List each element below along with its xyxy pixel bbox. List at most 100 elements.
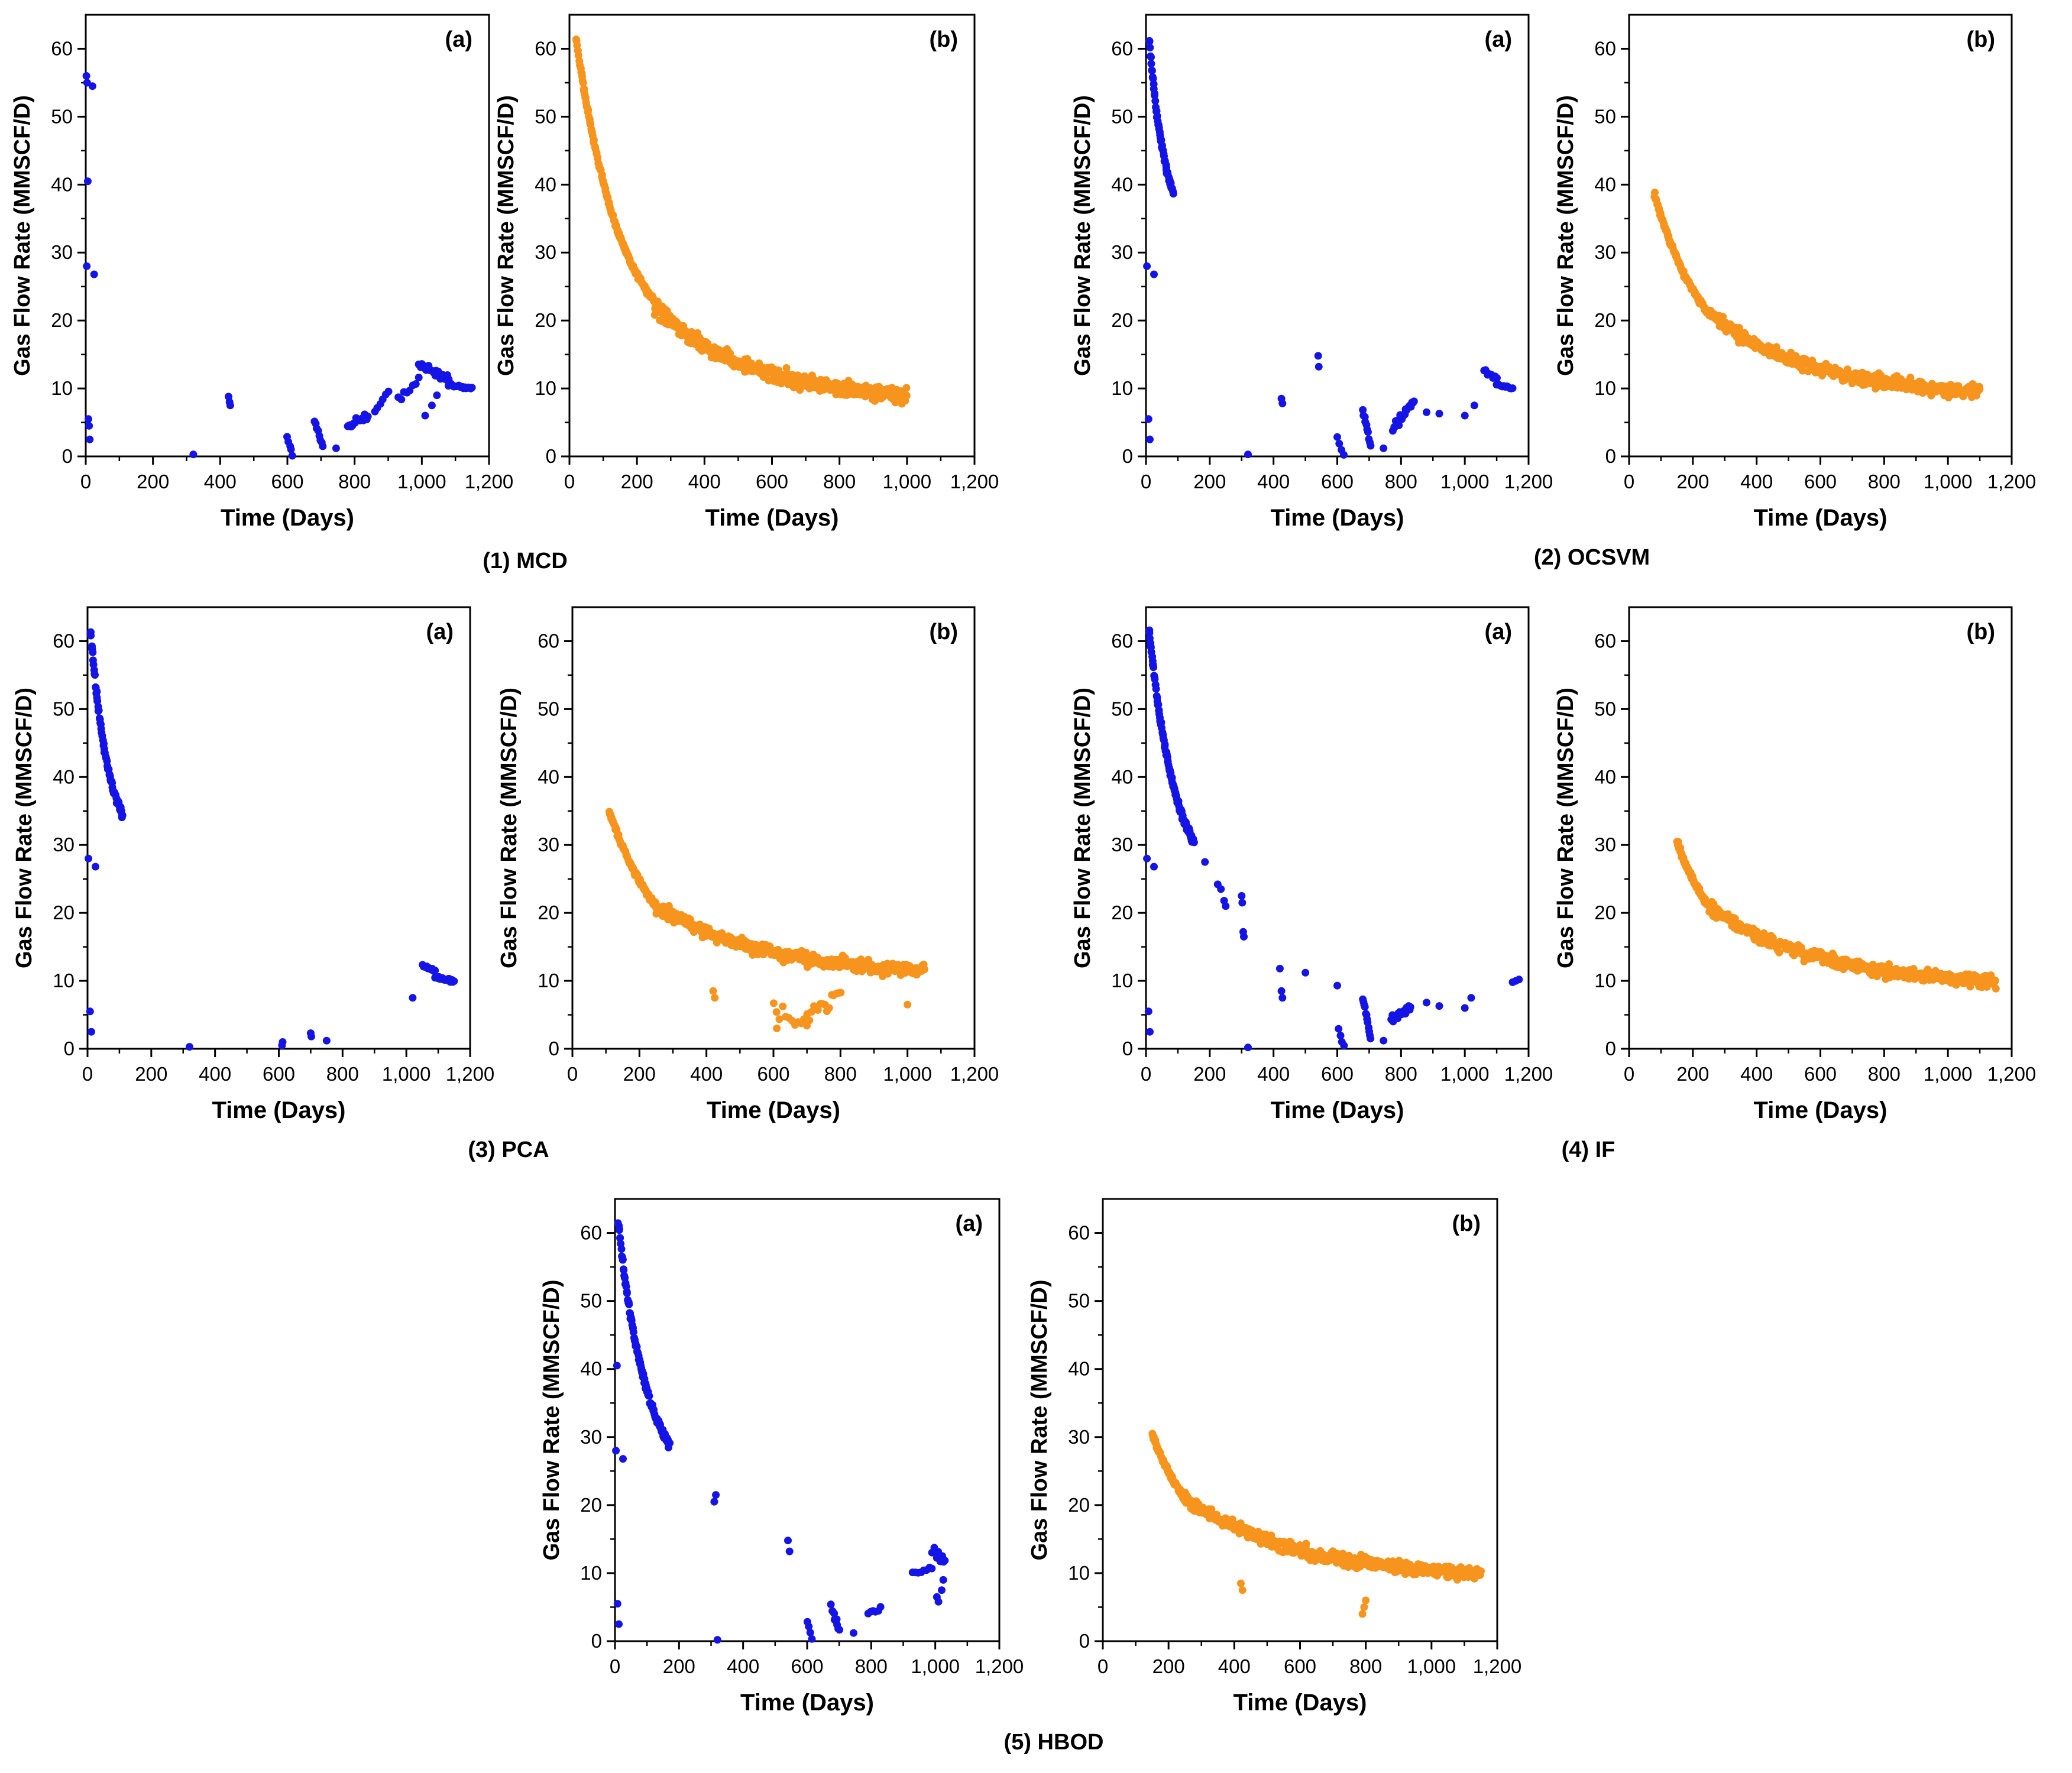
chart-hbod-b-xtick-label: 1,200: [1473, 1655, 1522, 1677]
data-point: [784, 1537, 792, 1545]
data-point: [775, 1015, 784, 1023]
data-point: [779, 1002, 787, 1010]
chart-hbod-b-ylabel: Gas Flow Rate (MMSCF/D): [1027, 1279, 1052, 1560]
data-point: [615, 1620, 623, 1628]
chart-if-a-ylabel: Gas Flow Rate (MMSCF/D): [1070, 688, 1095, 968]
chart-ocsvm-a-xlabel: Time (Days): [1270, 505, 1404, 531]
data-point: [837, 988, 845, 997]
chart-mcd-b-xtick-label: 400: [688, 471, 721, 492]
chart-pca-b-xlabel: Time (Days): [707, 1097, 840, 1123]
chart-if-a-ytick-label: 20: [1111, 902, 1133, 923]
chart-if-b-ytick-label: 30: [1594, 834, 1616, 855]
data-point: [814, 1006, 822, 1014]
data-point: [629, 1328, 637, 1336]
chart-mcd-b-ytick-label: 0: [546, 445, 556, 467]
data-point: [1145, 37, 1154, 46]
chart-mcd-a-xtick-label: 600: [271, 471, 303, 492]
chart-pca-b-xtick-label: 400: [690, 1063, 723, 1085]
chart-hbod-b-xtick-label: 600: [1284, 1655, 1316, 1677]
chart-mcd-a-xtick-label: 400: [204, 471, 237, 492]
data-point: [1147, 60, 1155, 68]
chart-hbod-a-ytick-label: 0: [591, 1630, 602, 1652]
chart-if-a-xtick-label: 0: [1141, 1063, 1151, 1085]
chart-ocsvm-b-points: [1650, 189, 1984, 401]
chart-pca-b-ytick-label: 50: [538, 698, 559, 719]
chart-mcd-b-xtick-label: 200: [621, 471, 653, 492]
chart-hbod-a-panel-label: (a): [956, 1211, 983, 1236]
chart-ocsvm-b-xtick-label: 400: [1740, 471, 1773, 492]
chart-mcd-b-ytick-label: 40: [535, 173, 556, 195]
chart-mcd-a-ytick-label: 20: [51, 309, 73, 331]
data-point: [397, 396, 406, 404]
data-point: [332, 444, 340, 452]
data-point: [593, 153, 601, 161]
chart-hbod-b-ytick-label: 0: [1079, 1630, 1090, 1652]
data-point: [1362, 1596, 1370, 1605]
chart-ocsvm-b-ytick-label: 20: [1594, 309, 1616, 331]
data-point: [619, 1455, 627, 1463]
chart-hbod-b-panel-label: (b): [1452, 1211, 1481, 1236]
data-point: [82, 72, 90, 80]
chart-mcd-b-ytick-label: 60: [535, 37, 556, 59]
data-point: [1277, 987, 1286, 995]
data-point: [83, 262, 91, 270]
chart-if-a-ytick-label: 30: [1111, 834, 1133, 855]
data-point: [666, 1439, 674, 1447]
data-point: [1651, 189, 1659, 197]
data-point: [186, 1043, 193, 1051]
chart-ocsvm-a-xtick-label: 800: [1385, 471, 1417, 492]
data-point: [580, 85, 588, 93]
data-point: [1238, 1586, 1247, 1594]
chart-mcd-b-ylabel: Gas Flow Rate (MMSCF/D): [494, 95, 519, 376]
data-point: [189, 450, 198, 459]
chart-pca-b-ytick-label: 30: [538, 834, 559, 855]
data-point: [1161, 740, 1169, 748]
chart-if-b: 0 200 400 600 800 1,000 1,200 0 10 20 30 40 50 60 Time…: [1553, 606, 2036, 1123]
data-point: [1146, 1028, 1154, 1036]
data-point: [1367, 1035, 1375, 1043]
caption-ocsvm: (2) OCSVM: [1533, 545, 1650, 570]
chart-hbod-b-points: [1148, 1430, 1485, 1618]
data-point: [713, 1636, 721, 1644]
data-point: [904, 1000, 912, 1009]
chart-pca-a-xtick-label: 0: [82, 1063, 93, 1085]
chart-ocsvm-a-ylabel: Gas Flow Rate (MMSCF/D): [1070, 95, 1095, 376]
data-point: [1423, 408, 1430, 416]
data-point: [1364, 428, 1372, 436]
data-point: [1719, 313, 1727, 321]
chart-mcd-a-xtick-label: 0: [80, 471, 91, 492]
data-point: [279, 1038, 287, 1046]
chart-hbod-b-xtick-label: 800: [1349, 1655, 1382, 1677]
chart-mcd-b-frame: [568, 14, 976, 458]
data-point: [1515, 975, 1523, 984]
data-point: [709, 987, 717, 995]
chart-mcd-b-xtick-label: 1,200: [950, 471, 999, 492]
data-point: [1395, 421, 1403, 429]
chart-hbod-b-ytick-label: 60: [1068, 1222, 1090, 1244]
data-point: [1244, 450, 1252, 459]
data-point: [1493, 374, 1501, 382]
data-point: [612, 1447, 620, 1455]
chart-mcd-a-ylabel: Gas Flow Rate (MMSCF/D): [10, 95, 35, 376]
data-point: [827, 1600, 835, 1609]
chart-pca-b-ytick-label: 10: [538, 970, 559, 991]
chart-pca-a-ytick-label: 50: [53, 698, 75, 719]
data-point: [805, 1016, 814, 1025]
chart-hbod-b-xtick-label: 1,000: [1407, 1655, 1456, 1677]
chart-hbod-b-ytick-label: 10: [1068, 1562, 1090, 1584]
chart-ocsvm-b-panel-label: (b): [1966, 27, 1995, 52]
chart-hbod-a-xtick-label: 1,000: [911, 1655, 960, 1677]
chart-ocsvm-a-xtick-label: 600: [1321, 471, 1354, 492]
chart-if-b-ytick-label: 0: [1605, 1038, 1616, 1059]
data-point: [322, 1036, 331, 1045]
chart-ocsvm-a-xtick-label: 1,000: [1440, 471, 1490, 492]
data-point: [409, 994, 417, 1002]
data-point: [808, 1635, 816, 1643]
chart-hbod-a-ylabel: Gas Flow Rate (MMSCF/D): [539, 1279, 564, 1560]
data-point: [1155, 128, 1164, 136]
data-point: [850, 1629, 857, 1637]
chart-hbod-b-ytick-label: 30: [1068, 1426, 1090, 1448]
chart-pca-b-points: [605, 808, 928, 1032]
chart-ocsvm-b-ytick-label: 60: [1594, 37, 1616, 59]
